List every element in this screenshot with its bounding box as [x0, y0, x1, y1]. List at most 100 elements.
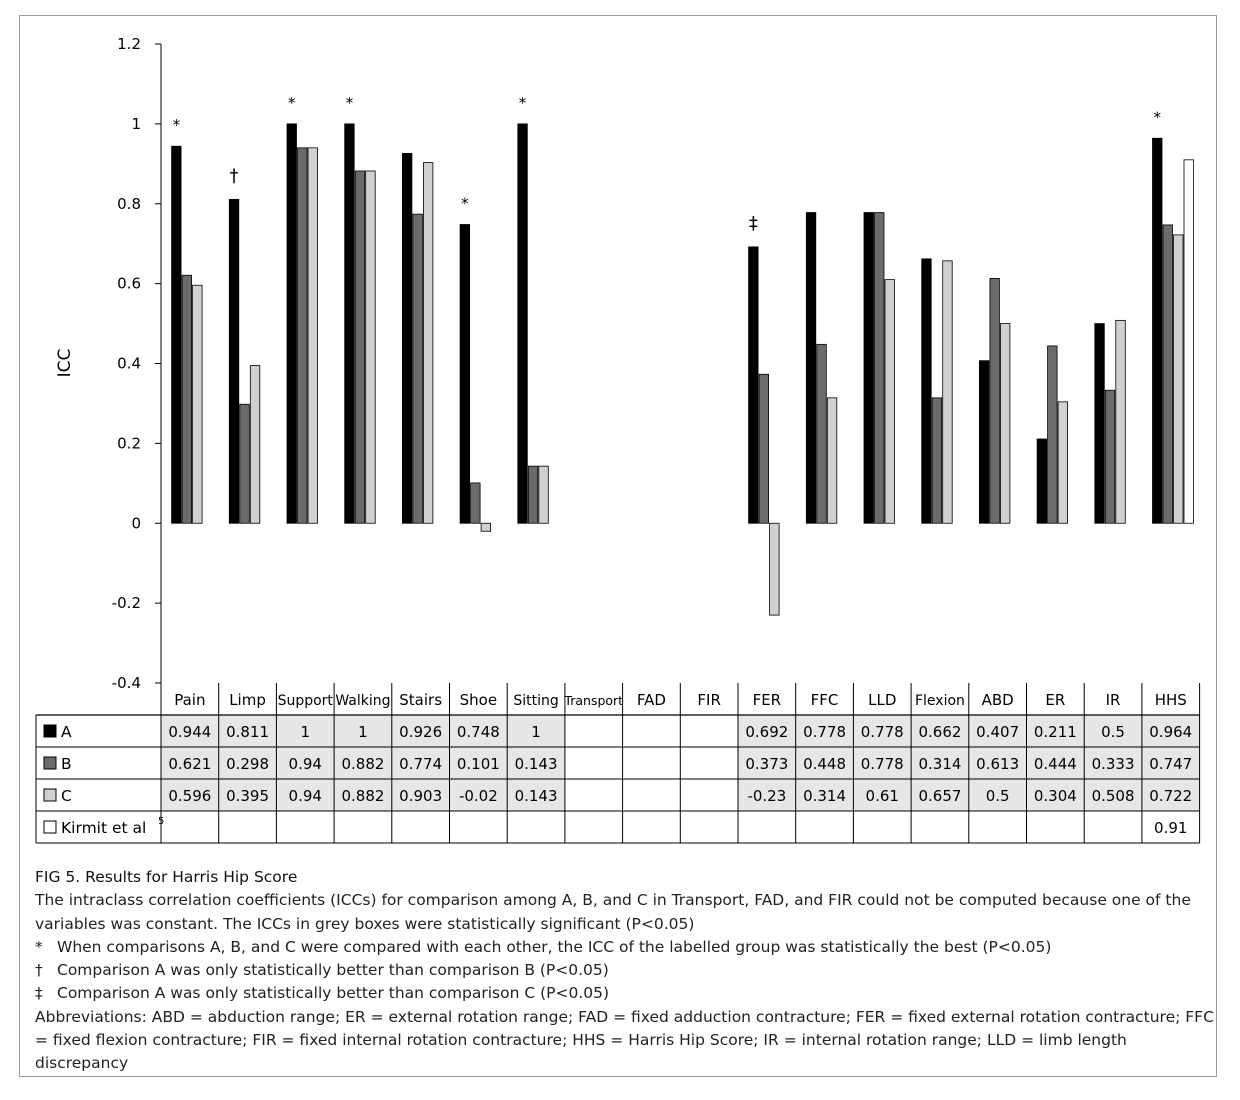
y-tick-label: 0.6 — [117, 275, 141, 293]
category-label-shoe: Shoe — [460, 691, 497, 709]
y-tick-label: 0.4 — [117, 355, 141, 373]
category-label-support: Support — [278, 693, 334, 709]
significant-cell — [853, 747, 912, 779]
bar-c-er — [1057, 401, 1068, 524]
bar-b-sitting — [527, 465, 539, 524]
bar-b-shoe — [470, 482, 481, 524]
bar-a-abd — [979, 360, 990, 524]
category-label-pain: Pain — [174, 691, 205, 709]
category-label-abd: ABD — [982, 691, 1014, 709]
significant-cell — [276, 715, 335, 747]
bar-b-hhs — [1162, 224, 1173, 524]
caption-note-0: * When comparisons A, B, and C were compa… — [35, 936, 1215, 959]
figure-frame — [19, 15, 1217, 1077]
category-label-stairs: Stairs — [399, 691, 442, 709]
significant-cell — [1026, 779, 1085, 811]
note-text: Comparison A was only statistically bett… — [57, 961, 609, 980]
significant-cell — [911, 779, 969, 811]
bar-a-shoe — [459, 224, 471, 524]
bar-a-lld — [863, 212, 874, 524]
table-cell-a-pain: 0.944 — [168, 723, 211, 741]
significant-cell — [1084, 779, 1142, 811]
caption-title: FIG 5. Results for Harris Hip Score — [35, 868, 298, 886]
bar-b-er — [1047, 345, 1058, 524]
significant-cell — [334, 715, 392, 747]
significant-cell — [391, 747, 450, 779]
significant-cell — [911, 747, 969, 779]
bar-c-fer — [769, 522, 780, 616]
significant-cell — [334, 747, 392, 779]
table-cell-b-limp: 0.298 — [226, 755, 269, 773]
table-cell-c-ir: 0.508 — [1092, 787, 1135, 805]
bar-c-sitting — [538, 465, 549, 524]
legend-label-0: A — [61, 723, 72, 741]
significant-cell — [738, 747, 796, 779]
bar-a-walking — [344, 123, 355, 524]
category-label-ir: IR — [1106, 691, 1121, 709]
significant-cell — [1084, 715, 1142, 747]
significant-cell — [391, 715, 450, 747]
table-cell-a-abd: 0.407 — [976, 723, 1019, 741]
significant-cell — [795, 779, 854, 811]
category-label-limp: Limp — [229, 691, 266, 709]
bar-a-stairs — [401, 153, 413, 524]
table-cell-a-hhs: 0.964 — [1149, 723, 1192, 741]
note-symbol: ‡ — [35, 984, 43, 1003]
significant-cell — [853, 715, 912, 747]
table-cell-b-stairs: 0.774 — [399, 755, 442, 773]
table-cell-b-flexion: 0.314 — [918, 755, 961, 773]
significant-cell — [218, 779, 277, 811]
bar-b-fer — [758, 373, 769, 524]
bar-a-er — [1036, 438, 1047, 524]
bar-a-pain — [171, 145, 182, 524]
table-cell-c-lld: 0.61 — [866, 787, 899, 805]
bar-c-abd — [1000, 323, 1011, 524]
significant-cell — [334, 779, 392, 811]
category-label-flexion: Flexion — [915, 693, 965, 709]
significant-cell — [449, 779, 508, 811]
legend-label-2: C — [61, 787, 72, 805]
table-cell-a-support: 1 — [300, 723, 310, 741]
significant-cell — [391, 779, 450, 811]
bar-a-ir — [1094, 323, 1105, 524]
significant-cell — [1084, 747, 1142, 779]
caption-abbreviations: Abbreviations: ABD = abduction range; ER… — [35, 1007, 1214, 1073]
note-text: Comparison A was only statistically bett… — [57, 984, 610, 1003]
bar-b-lld — [874, 212, 885, 524]
table-cell-a-sitting: 1 — [531, 723, 541, 741]
bar-a-fer — [748, 246, 759, 524]
category-label-ffc: FFC — [811, 691, 839, 709]
y-tick-label: -0.4 — [112, 674, 141, 692]
category-label-fir: FIR — [697, 691, 720, 709]
table-cell-a-shoe: 0.748 — [457, 723, 500, 741]
annotation-support: * — [288, 94, 296, 112]
significant-cell — [968, 715, 1027, 747]
table-cell-c-support: 0.94 — [289, 787, 322, 805]
table-cell-b-walking: 0.882 — [341, 755, 384, 773]
table-cell-a-walking: 1 — [358, 723, 368, 741]
significant-cell — [507, 715, 565, 747]
table-cell-b-shoe: 0.101 — [457, 755, 500, 773]
table-cell-a-ffc: 0.778 — [803, 723, 846, 741]
note-symbol: † — [35, 961, 43, 980]
category-label-er: ER — [1045, 691, 1065, 709]
category-label-walking: Walking — [335, 693, 390, 709]
bar-b-pain — [181, 274, 193, 524]
table-cell-c-er: 0.304 — [1034, 787, 1077, 805]
caption-note-2: ‡ Comparison A was only statistically bet… — [35, 982, 1215, 1005]
significant-cell — [738, 715, 796, 747]
bar-a-limp — [228, 198, 240, 524]
category-label-fad: FAD — [637, 691, 666, 709]
table-cell-a-lld: 0.778 — [861, 723, 904, 741]
icc-bar-chart: 1.2 1 0.8 0.6 0.4 0.2 0 -0.2 -0.4 ICC * † * * * * ‡ * Pain… — [35, 35, 1201, 844]
bar-c-shoe — [480, 522, 492, 532]
bar-c-lld — [884, 279, 895, 524]
table-cell-b-sitting: 0.143 — [515, 755, 558, 773]
significant-cell — [507, 779, 565, 811]
legend-swatch-3 — [43, 820, 57, 834]
significant-cell — [449, 715, 508, 747]
significant-cell — [1141, 747, 1200, 779]
bar-a-sitting — [517, 123, 528, 524]
significant-cell — [276, 747, 335, 779]
bar-a-support — [286, 123, 297, 524]
